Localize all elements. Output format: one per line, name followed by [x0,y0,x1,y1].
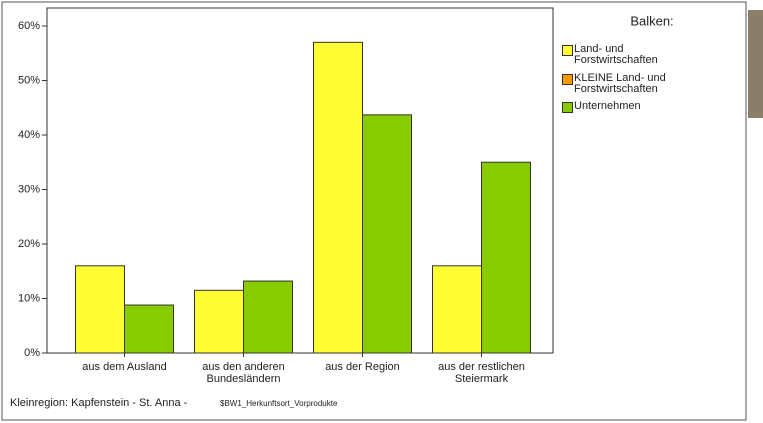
legend-label: Unternehmen [574,100,641,112]
legend-label: Land- und Forstwirtschaften [574,43,658,66]
x-tick-label: aus den anderen Bundesländern [202,361,285,385]
legend-swatch [562,45,573,56]
y-tick-label: 10% [18,292,40,304]
footer-variable: $BW1_Herkunftsort_Vorprodukte [220,399,338,408]
x-tick-label: aus dem Ausland [82,361,167,373]
bar [313,41,363,354]
bar [481,161,531,354]
bar [194,289,244,354]
footer: Kleinregion: Kapfenstein - St. Anna - [10,397,188,409]
legend-label: KLEINE Land- und Forstwirtschaften [574,72,666,95]
y-tick-label: 60% [18,20,40,32]
bar [362,114,412,354]
bar [432,265,482,354]
legend-swatch [562,74,573,85]
y-tick-label: 30% [18,183,40,195]
bar [124,304,174,354]
bar [75,265,125,354]
y-tick-label: 20% [18,238,40,250]
y-tick-label: 50% [18,74,40,86]
legend-swatch [562,102,573,113]
y-tick-label: 0% [24,347,40,359]
x-tick-label: aus der Region [325,361,400,373]
frame [1,1,747,421]
y-tick-label: 40% [18,129,40,141]
legend-title: Balken: [630,13,673,28]
bar [243,280,293,354]
x-tick-label: aus der restlichen Steiermark [438,361,525,385]
photo-edge [748,10,763,118]
